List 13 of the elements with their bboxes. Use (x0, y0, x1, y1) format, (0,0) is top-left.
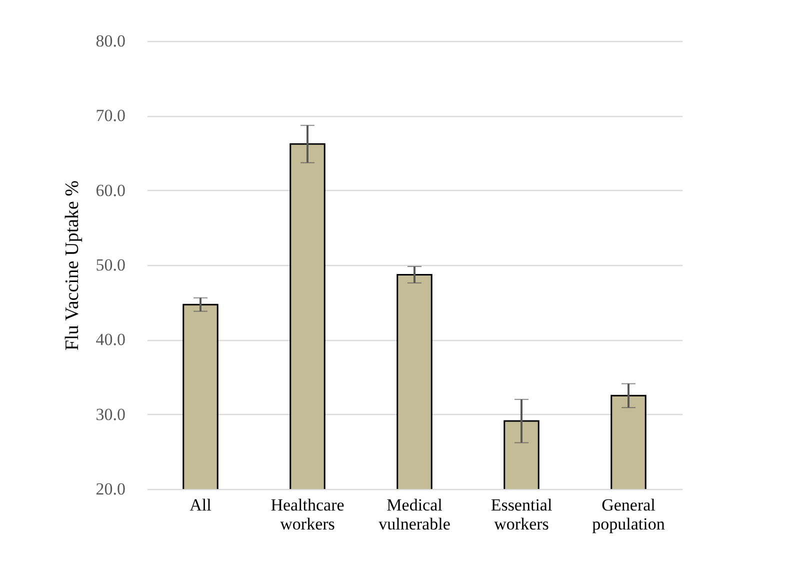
x-tick-label: Medical vulnerable (378, 496, 450, 534)
y-tick-label: 20.0 (96, 480, 126, 498)
y-tick-label: 70.0 (96, 106, 126, 126)
y-tick-label: 60.0 (96, 180, 126, 200)
x-tick-label: All (190, 496, 212, 514)
x-tick-label: General population (592, 496, 666, 534)
x-tick-label: Essential workers (490, 496, 552, 534)
y-tick-label: 80.0 (96, 32, 126, 50)
y-tick-label: 30.0 (96, 404, 126, 424)
y-tick-label: 40.0 (96, 330, 126, 350)
y-axis-title: Flu Vaccine Uptake % (62, 180, 83, 351)
x-tick-label: Healthcare workers (270, 496, 344, 534)
y-tick-label: 50.0 (96, 256, 126, 274)
